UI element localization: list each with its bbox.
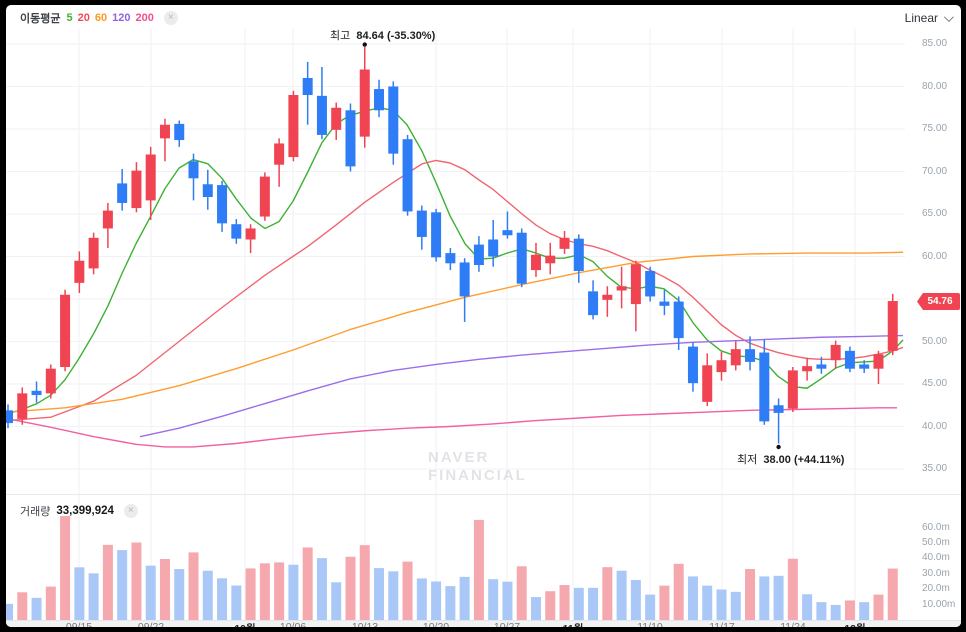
volume-bars-layer bbox=[6, 516, 898, 620]
ma120-line bbox=[139, 334, 904, 438]
price-axis-label: 40.00 bbox=[922, 420, 948, 432]
volume-legend-close-button[interactable]: × bbox=[123, 504, 138, 518]
price-axis-label: 80.00 bbox=[922, 80, 948, 92]
marker-dots-layer bbox=[362, 42, 781, 450]
high-annotation-label: 최고 bbox=[330, 30, 351, 42]
price-axis-label: 50.00 bbox=[922, 335, 948, 347]
date-label: 11월 bbox=[563, 621, 584, 627]
ma-period-120[interactable]: 120 bbox=[112, 12, 131, 24]
candles-layer bbox=[6, 47, 898, 444]
chart-canvas[interactable] bbox=[6, 5, 961, 627]
high-annotation: 최고 84.64 (-35.30%) bbox=[330, 27, 435, 43]
ma5-line bbox=[7, 107, 904, 415]
volume-axis-label: 10.00m bbox=[922, 598, 956, 610]
ma20-line bbox=[7, 159, 904, 422]
date-label: 11/24 bbox=[780, 621, 806, 627]
volume-axis-label: 40.0m bbox=[922, 552, 950, 564]
scale-selector[interactable]: Linear bbox=[904, 11, 954, 25]
date-label: 11/17 bbox=[709, 621, 735, 627]
price-axis-label: 85.00 bbox=[922, 38, 948, 49]
volume-axis-label: 30.0m bbox=[922, 567, 950, 579]
price-axis-label: 75.00 bbox=[922, 123, 948, 134]
ma-period-200[interactable]: 200 bbox=[135, 12, 154, 24]
price-axis-label: 45.00 bbox=[922, 378, 948, 389]
panel-divider bbox=[6, 494, 961, 495]
close-icon: × bbox=[167, 12, 174, 23]
price-axis-label: 60.00 bbox=[922, 250, 948, 262]
ma-period-20[interactable]: 20 bbox=[77, 12, 90, 24]
volume-value: 33,399,924 bbox=[56, 505, 114, 517]
date-label: 10/20 bbox=[422, 621, 450, 627]
x-axis-strip bbox=[6, 620, 961, 627]
date-label: 09/15 bbox=[65, 621, 93, 627]
close-icon: × bbox=[128, 505, 134, 516]
high-annotation-value: 84.64 (-35.30%) bbox=[356, 30, 436, 42]
date-label: 11/10 bbox=[637, 621, 663, 627]
date-label: 09/22 bbox=[137, 621, 165, 627]
date-label: 10/13 bbox=[351, 621, 379, 627]
price-axis-label: 35.00 bbox=[922, 463, 948, 474]
ma-periods: 5 20 60 120 200 bbox=[66, 12, 153, 24]
volume-legend: 거래량 33,399,924 × bbox=[20, 502, 138, 520]
volume-axis-label: 50.0m bbox=[922, 537, 950, 548]
naver-financial-watermark: NAVER FINANCIAL bbox=[428, 449, 527, 484]
ma-legend-close-button[interactable]: × bbox=[163, 11, 178, 25]
low-annotation: 최저 38.00 (+44.11%) bbox=[737, 451, 844, 467]
scale-label: Linear bbox=[904, 11, 938, 25]
low-annotation-label: 최저 bbox=[737, 454, 758, 466]
grid-layer bbox=[6, 28, 905, 620]
ma-period-60[interactable]: 60 bbox=[94, 12, 108, 24]
low-annotation-value: 38.00 (+44.11%) bbox=[763, 454, 845, 466]
ma-legend: 이동평균 5 20 60 120 200 × bbox=[20, 9, 178, 27]
date-label: 10/27 bbox=[493, 621, 521, 627]
volume-legend-title: 거래량 bbox=[20, 506, 51, 518]
ma-period-5[interactable]: 5 bbox=[66, 12, 73, 24]
volume-axis-label: 20.0m bbox=[922, 583, 950, 595]
ma-legend-title: 이동평균 bbox=[20, 13, 61, 25]
ma-lines-layer bbox=[7, 107, 904, 448]
price-axis-label: 65.00 bbox=[922, 208, 948, 219]
date-label: 12월 bbox=[844, 621, 865, 627]
volume-axis-label: 60.0m bbox=[922, 521, 950, 533]
price-axis-label: 70.00 bbox=[922, 165, 948, 177]
chart-panel[interactable]: 이동평균 5 20 60 120 200 × Linear 최고 84.64 (-35.… bbox=[6, 5, 961, 627]
date-label: 10월 bbox=[234, 621, 255, 627]
current-price-badge: 54.76 bbox=[917, 293, 960, 310]
date-label: 10/06 bbox=[279, 621, 307, 627]
